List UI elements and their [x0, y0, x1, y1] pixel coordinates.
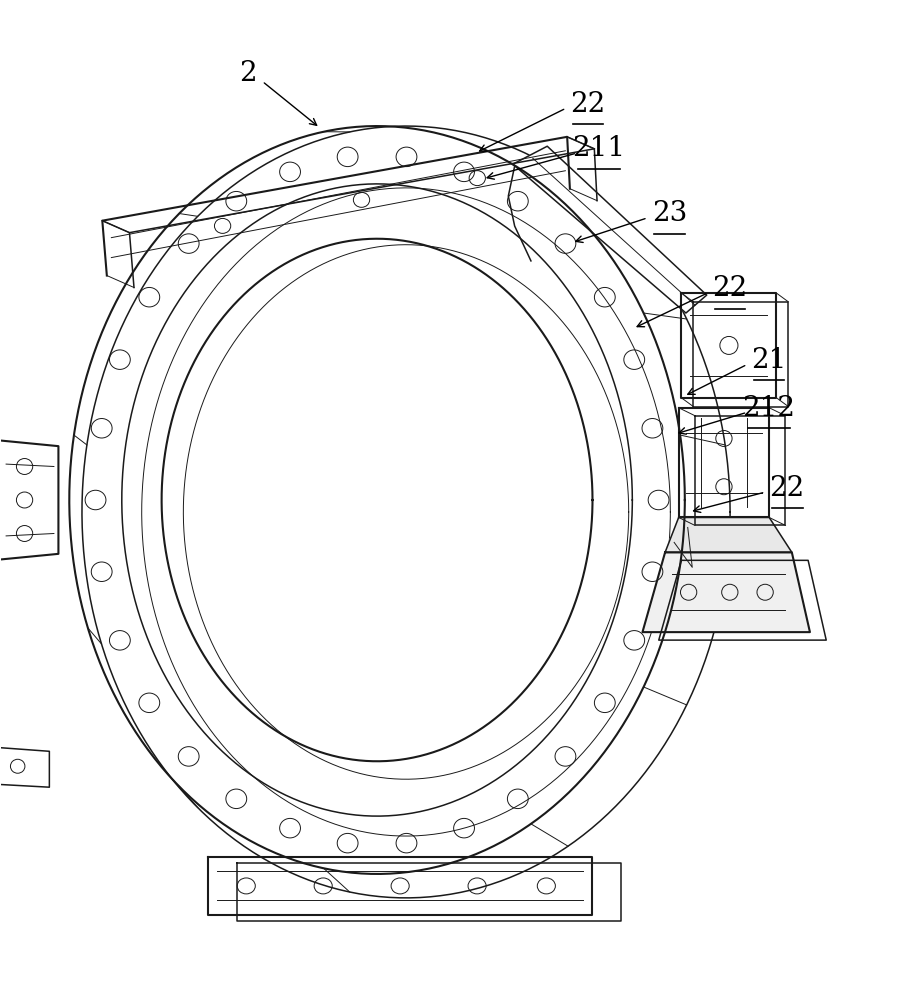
Text: 22: 22 [570, 91, 606, 118]
Text: 21: 21 [751, 347, 786, 374]
Text: 22: 22 [713, 275, 747, 302]
Polygon shape [643, 552, 810, 632]
Text: 211: 211 [572, 135, 626, 162]
Text: 22: 22 [769, 475, 804, 502]
Text: 212: 212 [743, 395, 795, 422]
Text: 23: 23 [652, 200, 687, 227]
Text: 2: 2 [239, 60, 256, 87]
Polygon shape [513, 146, 706, 313]
Polygon shape [665, 517, 792, 552]
